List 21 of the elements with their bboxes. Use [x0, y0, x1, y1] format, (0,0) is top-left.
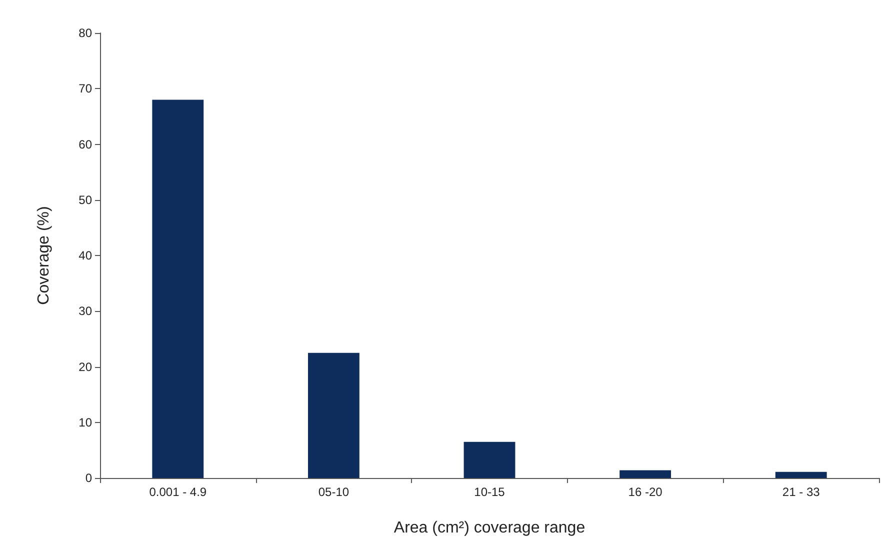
x-tick-label: 16 -20: [628, 485, 663, 499]
x-tick-label: 10-15: [474, 485, 506, 499]
y-tick-label: 10: [78, 415, 92, 430]
y-axis-title: Coverage (%): [36, 206, 52, 305]
y-tick-label: 80: [78, 26, 92, 40]
x-axis-title: Area (cm²) coverage range: [394, 520, 586, 536]
bar: [152, 100, 204, 478]
x-tick-label: 0.001 - 4.9: [149, 485, 207, 499]
x-tick-label: 05-10: [318, 485, 350, 499]
y-tick-label: 30: [78, 304, 92, 318]
x-tick-label: 21 - 33: [782, 485, 820, 499]
y-tick-label: 50: [78, 192, 92, 207]
y-tick-label: 70: [78, 82, 92, 96]
bar: [464, 442, 516, 478]
y-tick-label: 20: [78, 360, 92, 374]
bar: [308, 352, 360, 478]
y-tick-label: 60: [78, 137, 92, 152]
bar: [620, 470, 672, 478]
bar: [775, 472, 827, 478]
y-tick-label: 0: [85, 471, 92, 485]
y-tick-label: 40: [78, 248, 92, 262]
